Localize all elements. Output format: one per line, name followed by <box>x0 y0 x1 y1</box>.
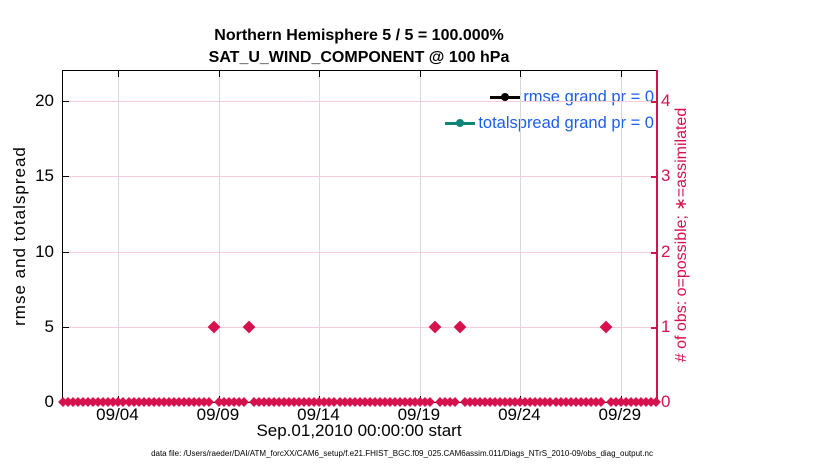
x-tick-label: 09/24 <box>498 405 541 424</box>
left-tick <box>63 251 69 253</box>
chart-title: Northern Hemisphere 5 / 5 = 100.000% <box>214 27 504 44</box>
top-tick <box>118 71 120 77</box>
v-gridline <box>419 71 421 402</box>
x-tick-label: 09/19 <box>397 405 441 424</box>
obs-count-marker <box>428 320 442 334</box>
left-tick-label: 10 <box>35 241 54 261</box>
legend: rmse grand pr = 0 totalspread grand pr =… <box>445 84 654 136</box>
left-tick-label: 0 <box>44 392 54 411</box>
right-axis-spine <box>656 70 658 402</box>
obs-count-marker <box>599 320 613 334</box>
rmse-line-sample <box>490 93 521 101</box>
x-tick-label: 09/14 <box>297 405 340 424</box>
data-file-path: data file: /Users/raeder/DAI/ATM_forcXX/… <box>151 449 653 458</box>
legend-label-rmse: rmse grand pr = 0 <box>523 87 654 106</box>
x-tick-label: 09/29 <box>598 405 642 424</box>
obs-zero-marker <box>450 397 460 407</box>
right-tick-label: 0 <box>661 392 671 411</box>
top-tick <box>520 71 522 77</box>
h-gridline <box>63 326 657 328</box>
left-tick-label: 20 <box>35 91 54 111</box>
h-gridline <box>63 251 657 253</box>
right-tick <box>651 326 657 329</box>
h-gridline <box>63 101 657 103</box>
top-tick <box>218 71 220 77</box>
totalspread-marker-icon <box>456 119 465 127</box>
v-gridline <box>620 71 622 402</box>
x-axis-label: Sep.01,2010 00:00:00 start <box>256 421 462 440</box>
obs-count-marker <box>242 320 256 334</box>
top-tick <box>620 71 622 77</box>
top-tick <box>419 71 421 77</box>
right-tick <box>651 251 657 254</box>
right-tick-label: 3 <box>661 166 671 186</box>
v-gridline <box>319 71 321 402</box>
left-tick <box>63 176 69 178</box>
x-tick-label: 09/04 <box>96 405 139 424</box>
totalspread-line-sample <box>445 119 476 127</box>
right-tick <box>651 101 657 104</box>
legend-label-totalspread: totalspread grand pr = 0 <box>478 113 654 132</box>
right-tick-label: 2 <box>661 241 671 261</box>
v-gridline <box>218 71 220 402</box>
v-gridline <box>520 71 522 402</box>
left-tick <box>63 101 69 103</box>
v-gridline <box>118 71 120 402</box>
chart-subtitle: SAT_U_WIND_COMPONENT @ 100 hPa <box>208 49 510 66</box>
left-tick-label: 15 <box>35 166 54 186</box>
h-gridline <box>63 176 657 178</box>
rmse-marker-icon <box>501 93 510 101</box>
legend-item-rmse: rmse grand pr = 0 <box>445 84 654 110</box>
x-tick-label: 09/09 <box>196 405 240 424</box>
right-tick-label: 1 <box>661 316 671 336</box>
obs-count-marker <box>453 320 467 334</box>
plot-area: rmse grand pr = 0 totalspread grand pr =… <box>58 70 661 407</box>
right-axis-label: # of obs: o=possible; ∗=assimilated <box>673 107 690 363</box>
left-tick-label: 5 <box>44 316 54 336</box>
left-tick <box>63 326 69 328</box>
right-tick <box>651 176 657 179</box>
right-tick-label: 4 <box>661 91 671 111</box>
legend-item-totalspread: totalspread grand pr = 0 <box>445 110 654 136</box>
top-tick <box>319 71 321 77</box>
